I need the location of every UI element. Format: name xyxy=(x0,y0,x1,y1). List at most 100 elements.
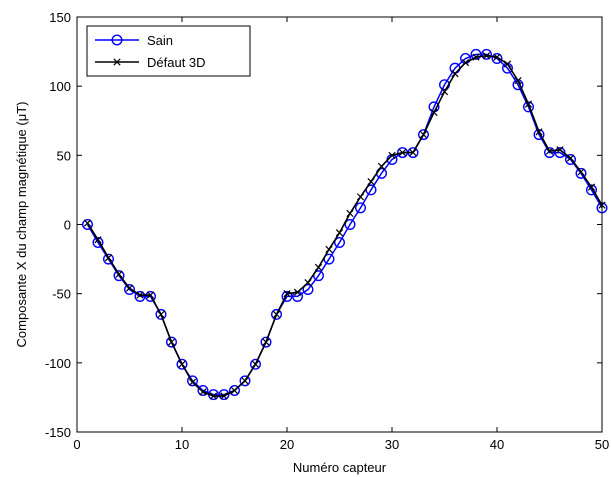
data-point xyxy=(186,375,198,387)
data-point xyxy=(94,236,102,244)
y-tick-label: 150 xyxy=(49,10,71,25)
data-point xyxy=(239,375,251,387)
plot-area xyxy=(81,48,608,401)
y-tick-label: -150 xyxy=(45,425,71,440)
data-point xyxy=(334,236,346,248)
data-point xyxy=(81,218,93,230)
data-point xyxy=(554,147,566,159)
data-point xyxy=(136,291,144,299)
data-point xyxy=(251,360,260,368)
data-point xyxy=(544,147,556,159)
legend-entry: Défaut 3D xyxy=(95,55,206,70)
data-point xyxy=(146,291,155,299)
data-point xyxy=(493,53,501,61)
data-point xyxy=(249,358,261,370)
x-tick-label: 20 xyxy=(280,437,294,452)
data-point xyxy=(503,60,512,68)
data-point xyxy=(482,52,491,60)
data-point xyxy=(176,358,188,370)
data-point xyxy=(587,183,596,191)
data-point xyxy=(228,385,240,397)
data-point xyxy=(314,263,323,272)
data-point xyxy=(293,288,302,296)
data-point xyxy=(281,290,293,302)
data-point xyxy=(302,284,314,296)
x-tick-label: 10 xyxy=(175,437,189,452)
data-point xyxy=(565,153,577,165)
data-point xyxy=(260,336,272,348)
data-point xyxy=(367,177,375,186)
data-point xyxy=(283,290,291,298)
legend-marker xyxy=(111,34,123,46)
data-point xyxy=(481,48,493,60)
data-point xyxy=(144,290,156,302)
legend-box xyxy=(86,25,251,77)
legend-entry: Sain xyxy=(95,33,173,48)
data-point xyxy=(209,392,218,400)
data-point xyxy=(419,130,428,139)
data-point xyxy=(199,388,207,396)
legend-label: Sain xyxy=(147,33,173,48)
data-point xyxy=(218,389,230,401)
data-point xyxy=(344,218,356,230)
x-tick-label: 50 xyxy=(595,437,609,452)
data-point xyxy=(230,386,239,395)
data-point xyxy=(262,338,270,346)
y-axis-label: Composante X du champ magnétique (μT) xyxy=(14,102,29,348)
data-point xyxy=(524,100,533,108)
data-point xyxy=(304,278,312,287)
legend-marker xyxy=(113,58,121,66)
series-line xyxy=(86,54,603,397)
data-point xyxy=(472,53,480,61)
data-point xyxy=(545,147,554,155)
data-point xyxy=(104,254,113,262)
data-point xyxy=(491,53,503,65)
x-axis-label: Numéro capteur xyxy=(293,460,387,475)
axis-ticks: 0 10 20 30 40 50 -150 -100 -50 0 50 100 150 xyxy=(45,10,609,452)
data-point xyxy=(92,236,104,248)
data-point xyxy=(356,193,365,201)
data-point xyxy=(556,146,564,154)
data-point xyxy=(575,167,587,179)
data-point xyxy=(388,151,396,159)
data-point xyxy=(346,209,354,218)
data-point xyxy=(430,108,438,117)
data-point xyxy=(461,59,470,67)
data-point xyxy=(514,77,522,85)
data-point xyxy=(272,310,281,319)
data-point xyxy=(167,338,176,346)
data-point xyxy=(409,148,417,157)
data-point xyxy=(271,308,283,320)
x-tick-label: 30 xyxy=(385,437,399,452)
data-point xyxy=(440,88,449,96)
data-point xyxy=(123,284,135,296)
data-point xyxy=(586,184,598,196)
legend: Sain Défaut 3D xyxy=(86,25,251,77)
x-tick-label: 40 xyxy=(490,437,504,452)
data-point xyxy=(220,392,228,400)
data-point xyxy=(523,101,535,113)
data-point xyxy=(197,385,209,397)
legend-label: Défaut 3D xyxy=(147,55,206,70)
series-2 xyxy=(83,52,606,400)
data-point xyxy=(188,378,197,386)
y-tick-label: 0 xyxy=(64,218,71,233)
data-point xyxy=(335,229,344,237)
y-tick-label: -50 xyxy=(52,287,71,302)
data-point xyxy=(165,336,177,348)
data-point xyxy=(398,148,407,157)
data-point xyxy=(418,129,430,141)
data-point xyxy=(113,270,125,282)
data-point xyxy=(125,284,134,292)
data-point xyxy=(451,70,459,78)
y-tick-label: 100 xyxy=(49,79,71,94)
data-point xyxy=(157,310,165,319)
data-point xyxy=(134,290,146,302)
x-tick-label: 0 xyxy=(73,437,80,452)
data-point xyxy=(470,48,482,60)
data-point xyxy=(325,245,333,254)
data-point xyxy=(241,377,249,385)
data-point xyxy=(355,202,367,214)
